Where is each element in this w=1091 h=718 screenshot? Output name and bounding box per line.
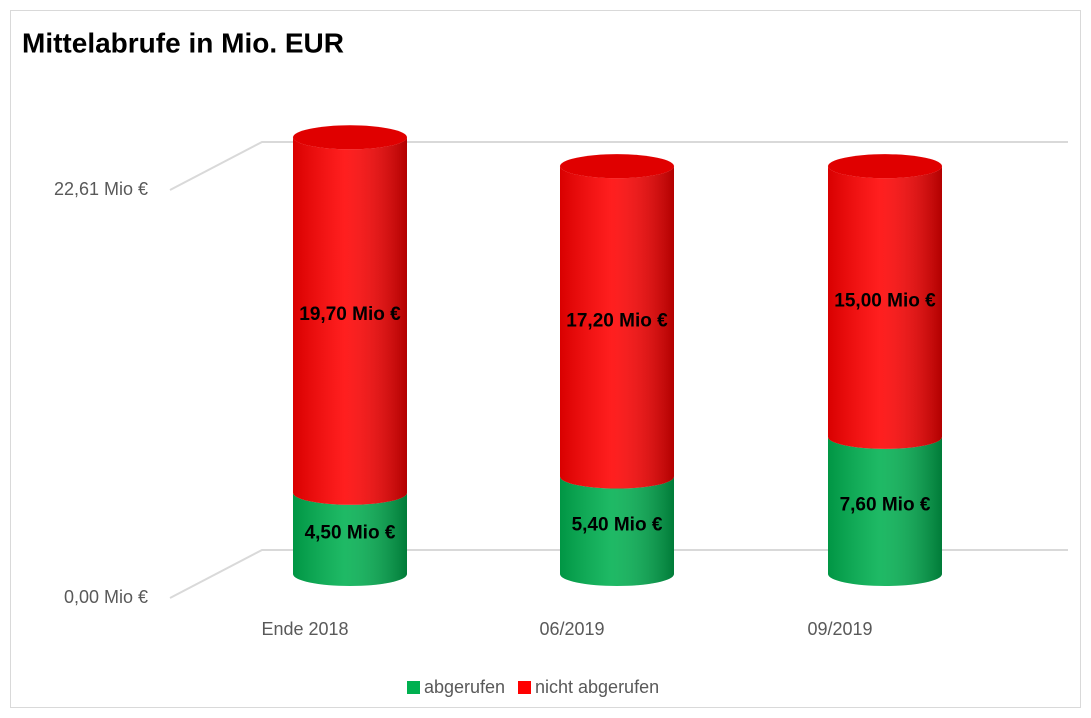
value-label: 19,70 Mio € xyxy=(299,304,401,325)
value-label: 17,20 Mio € xyxy=(566,310,668,331)
x-tick-label: Ende 2018 xyxy=(261,619,348,639)
cylinder-top-shade xyxy=(293,125,407,150)
grid-line xyxy=(169,549,1068,599)
x-tick-label: 06/2019 xyxy=(539,619,604,639)
cylinder-shade xyxy=(560,476,674,586)
value-label: 4,50 Mio € xyxy=(305,522,396,543)
legend-swatch xyxy=(407,681,420,694)
value-label: 15,00 Mio € xyxy=(834,291,936,312)
y-tick-label: 0,00 Mio € xyxy=(64,587,148,607)
grid-line xyxy=(169,141,1068,191)
y-tick-label: 22,61 Mio € xyxy=(54,179,148,199)
cylinder-top xyxy=(828,154,942,179)
legend-label: nicht abgerufen xyxy=(535,677,659,697)
value-label: 7,60 Mio € xyxy=(840,494,931,515)
legend-swatch xyxy=(518,681,531,694)
cylinder-shade xyxy=(293,492,407,586)
legend-label: abgerufen xyxy=(424,677,505,697)
cylinder-shade xyxy=(293,137,407,505)
cylinder-top-shade xyxy=(560,154,674,179)
cylinder-shade xyxy=(828,436,942,586)
cylinder-top-shade xyxy=(828,154,942,179)
x-tick-label: 09/2019 xyxy=(807,619,872,639)
cylinder-shade xyxy=(560,166,674,489)
cylinder-top xyxy=(560,154,674,179)
value-label: 5,40 Mio € xyxy=(572,514,663,535)
cylinder-shade xyxy=(828,166,942,449)
cylinder-top xyxy=(293,125,407,150)
chart-title: Mittelabrufe in Mio. EUR xyxy=(22,27,344,58)
